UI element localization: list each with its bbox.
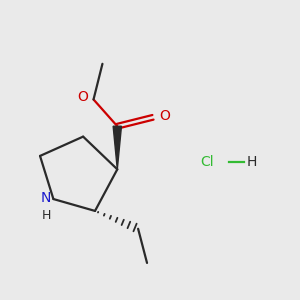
Text: H: H: [41, 209, 51, 222]
Text: N: N: [41, 190, 51, 205]
Polygon shape: [113, 126, 122, 169]
Text: H: H: [247, 155, 257, 169]
Text: O: O: [77, 89, 88, 103]
Text: Cl: Cl: [200, 155, 214, 169]
Text: O: O: [159, 109, 170, 123]
